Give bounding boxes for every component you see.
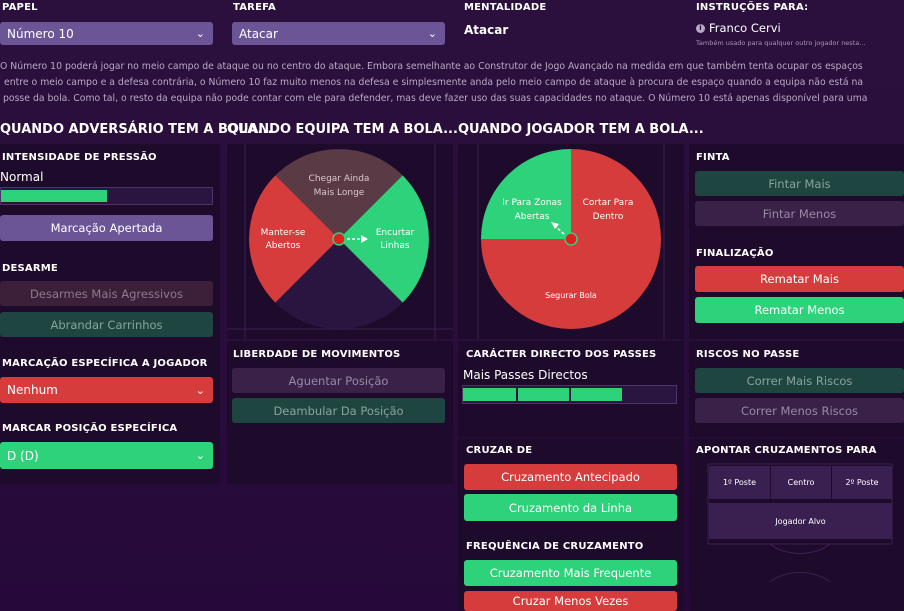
pressing-value: Normal [0,170,44,184]
roam-button[interactable]: Deambular Da Posição [232,398,445,423]
role-label: PAPEL [2,2,38,13]
wheel-segment-bottom [275,239,403,329]
wheel-segment-bottom[interactable] [481,239,661,329]
marking-value: Nenhum [7,383,58,397]
slider-divider [516,386,518,403]
dribble-title: FINTA [696,152,730,163]
freedom-title: LIBERDADE DE MOVIMENTOS [233,349,401,360]
slider-divider [622,386,624,403]
centre-zone[interactable]: Centro [771,466,831,499]
team-wheel-panel: Chegar Ainda Mais Longe Manter-se Aberto… [227,144,453,339]
wheel-label-bottom: Segurar Bola [545,291,597,300]
tackling-title: DESARME [2,263,58,274]
byline-cross-button[interactable]: Cruzamento da Linha [464,494,677,521]
crossfrom-title: CRUZAR DE [466,445,533,456]
crossfreq-title: FREQUÊNCIA DE CRUZAMENTO [466,541,644,552]
team-wheel: Chegar Ainda Mais Longe Manter-se Aberto… [227,144,453,339]
player-dot-icon [332,232,346,246]
instructions-player[interactable]: i Franco Cervi [696,21,781,35]
info-icon: i [696,23,705,33]
ease-off-tackles-button[interactable]: Abrandar Carrinhos [0,312,213,337]
wheel-label-left-2: Abertos [266,241,301,251]
wheel-segment-topleft[interactable] [481,149,571,239]
wheel-segment-top[interactable] [275,149,403,239]
player-wheel: Ir Para Zonas Abertas Cortar Para Dentro… [477,144,665,339]
early-cross-button[interactable]: Cruzamento Antecipado [464,464,677,490]
target-man-zone[interactable]: Jogador Alvo [709,503,892,539]
chevron-down-icon: ⌄ [195,27,205,40]
tight-marking-button[interactable]: Marcação Apertada [0,215,213,241]
role-select[interactable]: Número 10 ⌄ [0,22,213,45]
shooting-title: FINALIZAÇÃO [696,248,774,259]
pressing-slider-fill [1,190,107,202]
dribble-more-button[interactable]: Fintar Mais [695,171,904,196]
wheel-label-topright-2: Dentro [593,212,624,222]
position-marking-value: D (D) [7,448,39,463]
chevron-down-icon: ⌄ [195,383,205,397]
wheel-label-topleft-1: Ir Para Zonas [502,198,562,208]
cross-more-button[interactable]: Cruzamento Mais Frequente [464,560,677,586]
less-risky-button[interactable]: Correr Menos Riscos [695,398,904,423]
player-name: Franco Cervi [709,21,781,35]
wheel-segment-right[interactable] [339,175,429,303]
duty-select[interactable]: Atacar ⌄ [232,22,445,45]
position-marking-title: MARCAR POSIÇÃO ESPECÍFICA [2,423,178,434]
section-team-ball: QUANDO EQUIPA TEM A BOLA... [227,122,458,137]
marking-title: MARCAÇÃO ESPECÍFICA A JOGADOR [2,358,208,369]
role-description-line-1: O Número 10 poderá jogar no meio campo d… [0,61,863,72]
chevron-down-icon: ⌄ [427,27,437,40]
player-dot-icon [564,232,578,246]
dribble-less-button[interactable]: Fintar Menos [695,201,904,226]
mentality-value: Atacar [464,23,509,37]
cross-less-button[interactable]: Cruzar Menos Vezes [464,591,677,611]
near-post-zone[interactable]: 1º Poste [709,466,770,499]
crosstarget-title: APONTAR CRUZAMENTOS PARA [696,445,877,456]
section-opp-ball: QUANDO ADVERSÁRIO TEM A BOLA... [0,122,273,137]
position-marking-select[interactable]: D (D) ⌄ [0,442,213,469]
passing-value: Mais Passes Directos [463,368,588,382]
instructions-label: INSTRUÇÕES PARA: [696,2,809,13]
player-wheel-panel: Ir Para Zonas Abertas Cortar Para Dentro… [458,144,684,339]
wheel-label-topleft-2: Abertas [515,212,550,222]
cross-target-pitch [707,463,893,582]
wheel-label-top-2: Mais Longe [314,188,365,198]
chevron-down-icon: ⌄ [195,449,205,462]
far-post-zone[interactable]: 2º Poste [832,466,892,499]
mentality-label: MENTALIDADE [464,2,547,13]
role-description-line-3: posse da bola. Como tal, o resto da equi… [3,93,868,104]
more-risky-button[interactable]: Correr Mais Riscos [695,368,904,393]
tackle-harder-button[interactable]: Desarmes Mais Agressivos [0,281,213,306]
section-player-ball: QUANDO JOGADOR TEM A BOLA... [458,122,704,137]
passing-slider[interactable] [462,385,677,404]
wheel-label-right-2: Linhas [380,241,409,251]
arrow-head-icon [551,222,559,229]
pressing-slider[interactable] [0,187,213,205]
risky-title: RISCOS NO PASSE [696,349,800,360]
duty-value: Atacar [239,26,278,41]
marking-select[interactable]: Nenhum ⌄ [0,377,213,403]
wheel-segment-left[interactable] [249,175,339,303]
role-value: Número 10 [7,26,74,41]
arrow-head-icon [361,235,368,243]
instructions-note: Também usado para qualquer outro jogador… [696,39,866,47]
shoot-less-button[interactable]: Rematar Menos [695,297,904,323]
wheel-label-left-1: Manter-se [261,228,306,238]
passing-title: CARÁCTER DIRECTO DOS PASSES [466,349,657,360]
passing-slider-fill [463,388,623,401]
role-description-line-2: entre o meio campo e a defesa contrária,… [4,77,864,88]
slider-divider [569,386,571,403]
arrow-icon [554,225,565,235]
wheel-label-topright-1: Cortar Para [583,198,634,208]
duty-label: TAREFA [233,2,276,13]
wheel-label-top-1: Chegar Ainda [309,174,370,184]
wheel-segment-topright[interactable] [571,149,661,239]
hold-position-button[interactable]: Aguentar Posição [232,368,445,393]
wheel-label-right-1: Encurtar [376,228,415,238]
pressing-title: INTENSIDADE DE PRESSÃO [2,152,157,163]
shoot-more-button[interactable]: Rematar Mais [695,266,904,292]
